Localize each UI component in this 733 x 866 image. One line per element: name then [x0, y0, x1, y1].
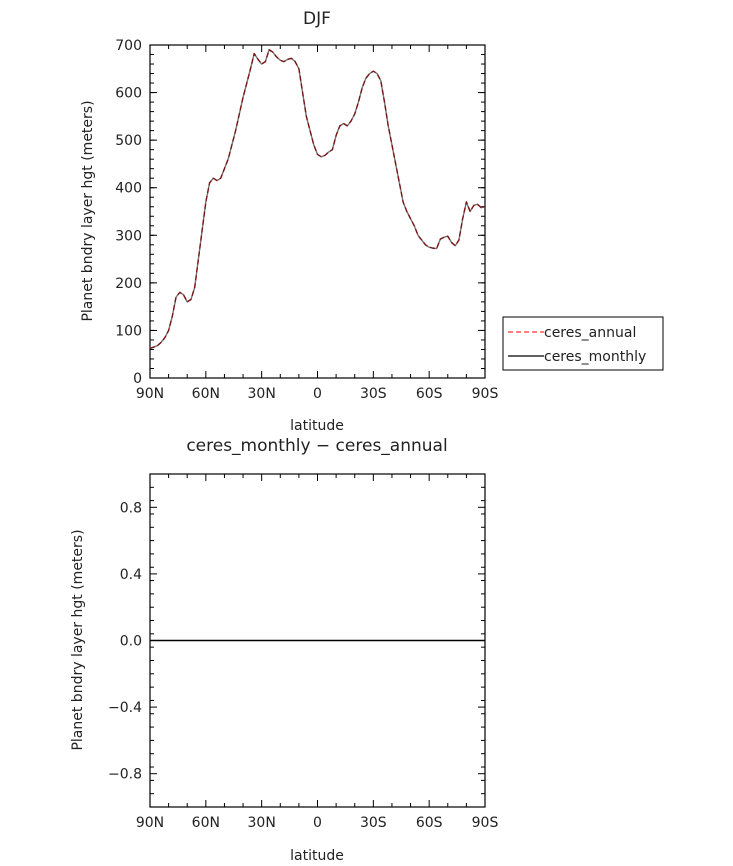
- y-axis-label-difference: Planet bndry layer hgt (meters): [70, 529, 86, 750]
- y-tick-label: 700: [115, 38, 142, 54]
- series-line-ceres_monthly: [149, 49, 486, 350]
- tick-marks-difference: [149, 473, 486, 808]
- legend: ceres_annual ceres_monthly: [502, 316, 664, 371]
- x-tick-label: 0: [313, 386, 322, 402]
- x-tick-label: 90N: [136, 815, 164, 831]
- legend-label-ceres-annual: ceres_annual: [544, 325, 636, 341]
- y-tick-label: 0.4: [120, 567, 142, 583]
- x-tick-label: 0: [313, 815, 322, 831]
- plot-frame: [149, 44, 486, 379]
- x-tick-label: 90N: [136, 386, 164, 402]
- y-tick-label: 0.8: [120, 500, 142, 516]
- y-tick-label: 0.0: [120, 634, 142, 650]
- tick-marks: [149, 44, 486, 379]
- y-tick-label: 600: [115, 86, 142, 102]
- x-axis-label: latitude: [290, 418, 344, 434]
- y-tick-label: −0.8: [108, 767, 142, 783]
- panel-difference: ceres_monthly − ceres_annual −0.8 −0.4 0.0…: [70, 436, 498, 864]
- y-tick-label: 500: [115, 133, 142, 149]
- x-tick-label: 90S: [472, 815, 499, 831]
- y-tick-label: −0.4: [108, 700, 142, 716]
- legend-label-ceres-monthly: ceres_monthly: [544, 349, 646, 365]
- chart-title: DJF: [303, 9, 331, 29]
- y-tick-label: 100: [115, 323, 142, 339]
- x-tick-label: 30S: [360, 386, 387, 402]
- x-tick-labels-difference: 90N 60N 30N 0 30S 60S 90S: [136, 815, 499, 831]
- y-tick-labels: 0 100 200 300 400 500 600 700: [115, 38, 142, 387]
- y-axis-label: Planet bndry layer hgt (meters): [80, 100, 96, 321]
- x-tick-label: 60N: [192, 815, 220, 831]
- y-tick-label: 300: [115, 228, 142, 244]
- x-tick-label: 60S: [416, 386, 443, 402]
- x-axis-label-difference: latitude: [290, 848, 344, 864]
- x-tick-label: 30N: [248, 815, 276, 831]
- x-tick-label: 30N: [248, 386, 276, 402]
- x-tick-label: 90S: [472, 386, 499, 402]
- panel-djf: DJF 0 100 200 300 400 500 600 700 90N 60N 30N 0 30S…: [80, 9, 664, 434]
- series-group: [149, 49, 486, 350]
- x-tick-label: 60S: [416, 815, 443, 831]
- y-tick-label: 400: [115, 181, 142, 197]
- y-tick-labels-difference: −0.8 −0.4 0.0 0.4 0.8: [108, 500, 142, 782]
- y-tick-label: 0: [133, 371, 142, 387]
- series-line-ceres_annual: [149, 49, 486, 350]
- legend-box: [502, 316, 664, 371]
- x-tick-label: 60N: [192, 386, 220, 402]
- x-tick-label: 30S: [360, 815, 387, 831]
- y-tick-label: 200: [115, 276, 142, 292]
- x-tick-labels: 90N 60N 30N 0 30S 60S 90S: [136, 386, 499, 402]
- chart-title-difference: ceres_monthly − ceres_annual: [186, 436, 447, 456]
